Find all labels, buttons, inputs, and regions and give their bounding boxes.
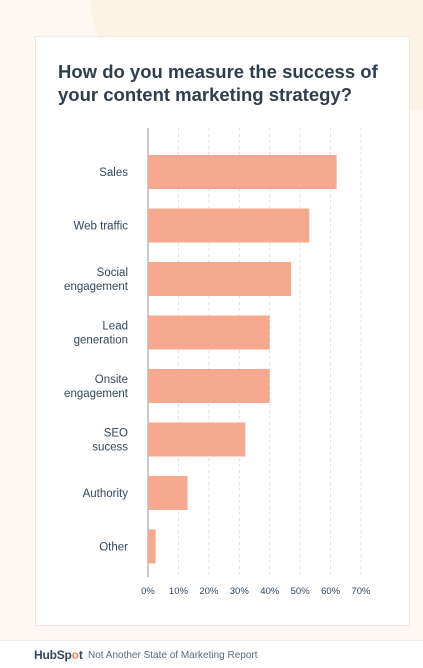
x-tick-label: 0%	[141, 586, 155, 597]
category-label: Social	[97, 267, 128, 279]
category-label: sucess	[92, 442, 128, 454]
bar	[148, 315, 270, 350]
bar	[148, 208, 310, 243]
x-tick-label: 40%	[260, 586, 280, 597]
footer: HubSpot Not Another State of Marketing R…	[0, 640, 423, 668]
category-label: engagement	[64, 281, 129, 293]
category-label: generation	[74, 335, 128, 347]
category-label: Lead	[102, 321, 128, 333]
x-tick-label: 20%	[199, 586, 219, 597]
x-tick-label: 50%	[291, 586, 311, 597]
x-tick-label: 70%	[351, 586, 371, 597]
bar	[148, 262, 292, 296]
source-text: Not Another State of Marketing Report	[88, 650, 258, 661]
bar	[148, 369, 270, 403]
bar	[148, 476, 188, 510]
bar	[148, 155, 337, 189]
category-label: Other	[99, 542, 128, 554]
category-label: engagement	[64, 388, 129, 400]
chart-title: How do you measure the success of your c…	[58, 61, 378, 105]
category-label: Authority	[83, 488, 129, 500]
x-tick-label: 30%	[230, 586, 250, 597]
category-label: SEO	[104, 428, 128, 440]
hubspot-logo: HubSpot	[34, 648, 83, 662]
x-tick-label: 60%	[321, 586, 341, 597]
bar	[148, 529, 156, 564]
x-tick-label: 10%	[169, 586, 189, 597]
category-label: Onsite	[95, 374, 128, 386]
category-label: Sales	[99, 167, 128, 179]
category-label: Web traffic	[73, 221, 128, 233]
bar	[148, 422, 246, 457]
